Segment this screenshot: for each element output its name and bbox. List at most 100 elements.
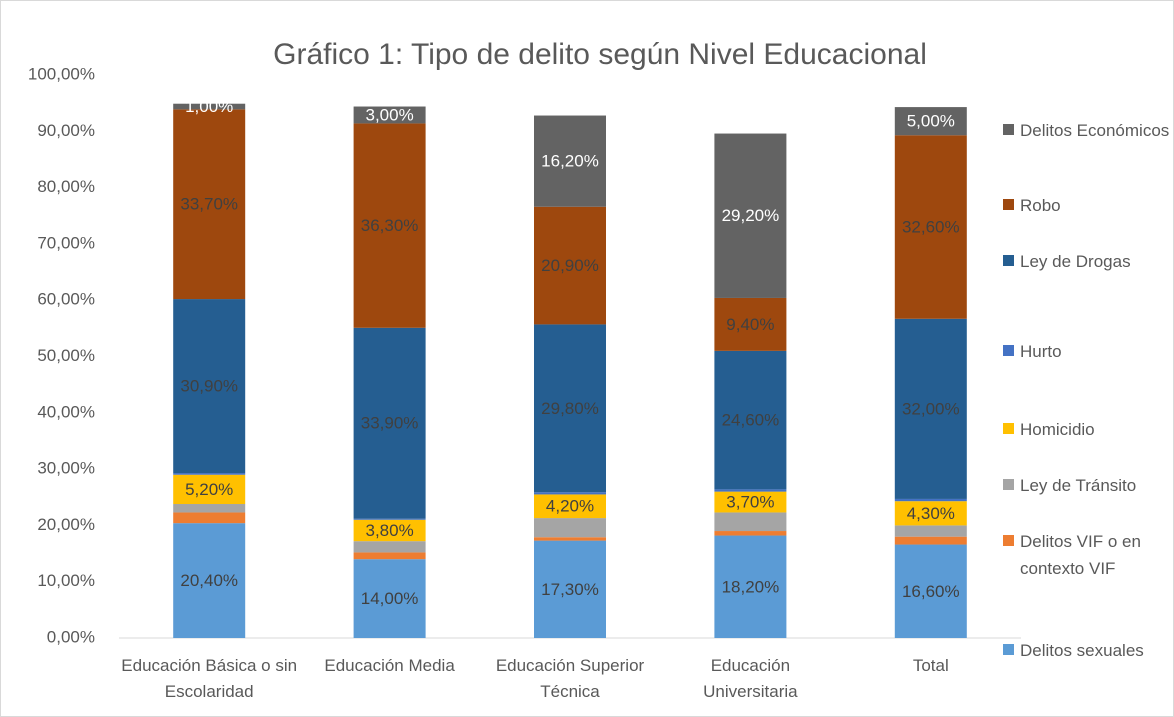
data-label: 16,20% [541, 152, 599, 171]
bar-segment [173, 473, 246, 475]
legend-swatch [1003, 644, 1014, 655]
data-label: 36,30% [361, 216, 419, 235]
legend-label: Robo [1020, 196, 1061, 215]
y-tick-label: 80,00% [37, 177, 95, 196]
bar-segment [714, 489, 787, 492]
bar-segment [353, 552, 426, 560]
bar-segment [353, 559, 426, 638]
bar-segment [894, 498, 967, 502]
legend-swatch [1003, 255, 1014, 266]
data-label: 9,40% [726, 315, 774, 334]
x-tick-label: Educación Superior Técnica [495, 656, 645, 701]
bar-segment [353, 123, 426, 328]
legend-swatch [1003, 124, 1014, 135]
legend-swatch [1003, 345, 1014, 356]
data-label: 4,30% [907, 504, 955, 523]
bar-segment [894, 501, 967, 526]
bar-segment [534, 494, 606, 519]
chart-title: Gráfico 1: Tipo de delito según Nivel Ed… [273, 38, 927, 71]
legend-swatch [1003, 199, 1014, 210]
data-label: 16,60% [902, 582, 960, 601]
bar-segment [714, 350, 787, 490]
data-label: 32,60% [902, 217, 960, 236]
data-label: 3,70% [726, 493, 774, 512]
bar-segment [714, 531, 787, 536]
y-tick-label: 90,00% [37, 121, 95, 140]
y-tick-label: 70,00% [37, 233, 95, 252]
bar-segment [173, 523, 246, 638]
data-label: 3,00% [365, 105, 413, 124]
bar-segment [353, 519, 426, 542]
data-label: 30,90% [180, 377, 238, 396]
bar-segment [534, 206, 606, 325]
data-label: 3,80% [365, 521, 413, 540]
data-label: 17,30% [541, 580, 599, 599]
data-label: 33,90% [361, 414, 419, 433]
x-tick-label: Total [912, 656, 949, 675]
y-tick-label: 40,00% [37, 402, 95, 421]
bar-segment [714, 512, 787, 532]
y-tick-label: 0,00% [47, 627, 95, 646]
bar-segment [894, 318, 967, 499]
legend-label: Delitos VIF o en contexto VIF [1020, 532, 1141, 578]
bar-segment [534, 540, 606, 638]
x-tick-label: Educación Básica o sin Escolaridad [121, 656, 298, 701]
bar-segment [894, 135, 967, 319]
bar-segment [173, 103, 246, 110]
data-label: 29,80% [541, 399, 599, 418]
legend-swatch [1003, 479, 1014, 490]
legend-swatch [1003, 535, 1014, 546]
bar-segment [714, 491, 787, 513]
y-tick-label: 20,00% [37, 515, 95, 534]
bar-segment [353, 327, 426, 519]
x-tick-label: Educación Media [324, 656, 455, 675]
legend-swatch [1003, 423, 1014, 434]
bar-segment [173, 109, 246, 300]
bar-segment [534, 537, 606, 541]
data-label: 5,20% [185, 480, 233, 499]
legend-label: Ley de Tránsito [1020, 476, 1137, 495]
legend-label: Delitos Económicos [1020, 121, 1170, 140]
data-label: 5,00% [907, 112, 955, 131]
data-label: 33,70% [180, 195, 238, 214]
bar-segment [894, 544, 967, 638]
bar-segment [173, 512, 246, 524]
legend-label: Hurto [1020, 342, 1062, 361]
data-label: 4,20% [546, 497, 594, 516]
data-label: 14,00% [361, 589, 419, 608]
bar-segment [534, 115, 606, 207]
bar-segment [714, 133, 787, 298]
y-tick-label: 50,00% [37, 346, 95, 365]
legend-label: Ley de Drogas [1020, 252, 1131, 271]
data-label: 1,00% [185, 97, 233, 116]
legend-label: Delitos sexuales [1020, 641, 1144, 660]
bar-segment [714, 535, 787, 638]
bar-segment [894, 536, 967, 545]
y-tick-label: 100,00% [28, 64, 95, 83]
bar-segment [894, 107, 967, 136]
x-tick-label: Educación Universitaria [703, 656, 798, 701]
data-label: 29,20% [722, 206, 780, 225]
bar-segment [353, 541, 426, 553]
y-tick-label: 10,00% [37, 571, 95, 590]
bar-segment [173, 299, 246, 474]
bar-segment [894, 525, 967, 537]
legend-label: Homicidio [1020, 420, 1095, 439]
bar-segment [173, 474, 246, 505]
bar-segment [173, 504, 246, 513]
bar-segment [353, 106, 426, 124]
data-label: 20,90% [541, 256, 599, 275]
y-tick-label: 60,00% [37, 290, 95, 309]
data-label: 24,60% [722, 411, 780, 430]
bar-segment [534, 324, 606, 493]
data-label: 18,20% [722, 577, 780, 596]
bar-segment [714, 297, 787, 351]
data-label: 32,00% [902, 399, 960, 418]
bar-segment [534, 518, 606, 538]
bar-segment [353, 518, 426, 520]
bar-segment [534, 492, 606, 495]
data-label: 20,40% [180, 571, 238, 590]
y-tick-label: 30,00% [37, 459, 95, 478]
